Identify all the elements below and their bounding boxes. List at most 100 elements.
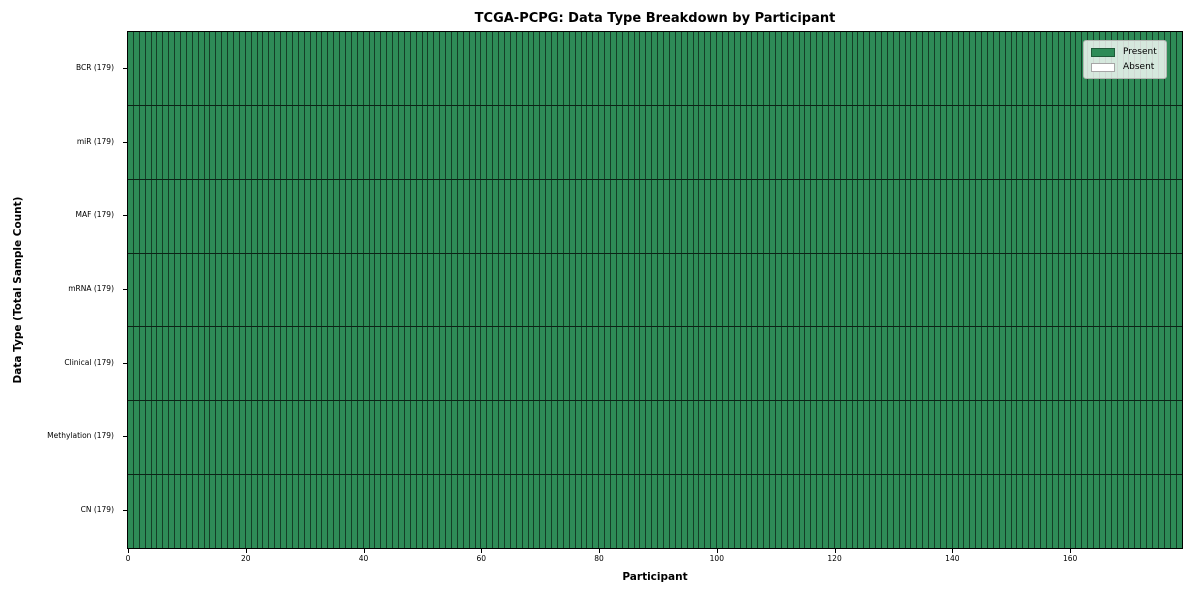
heatmap-cell: [469, 105, 476, 179]
heatmap-cell: [587, 401, 594, 475]
heatmap-cell: [192, 253, 199, 327]
heatmap-cell: [1005, 179, 1012, 253]
heatmap-cell: [828, 179, 835, 253]
y-tick-label: Clinical (179): [64, 357, 114, 367]
heatmap-cell: [917, 105, 924, 179]
heatmap-cell: [263, 475, 270, 549]
heatmap-cell: [363, 327, 370, 401]
heatmap-cell: [499, 253, 505, 327]
heatmap-cell: [204, 475, 211, 549]
heatmap-cell: [234, 401, 240, 475]
heatmap-cell: [752, 253, 759, 327]
heatmap-cell: [522, 105, 529, 179]
heatmap-cell: [522, 179, 529, 253]
heatmap-cell: [770, 179, 776, 253]
heatmap-cell: [893, 475, 900, 549]
heatmap-cell: [640, 105, 647, 179]
heatmap-cell: [852, 253, 859, 327]
heatmap-cell: [669, 327, 676, 401]
heatmap-cell: [204, 401, 211, 475]
heatmap-cell: [746, 253, 753, 327]
heatmap-cell: [204, 105, 211, 179]
heatmap-cell: [675, 105, 682, 179]
heatmap-cell: [475, 401, 482, 475]
heatmap-cell: [1035, 105, 1042, 179]
heatmap-cell: [257, 179, 264, 253]
heatmap-cell: [787, 475, 794, 549]
heatmap-cell: [1117, 253, 1124, 327]
heatmap-cell: [964, 105, 971, 179]
heatmap-cell: [192, 401, 199, 475]
heatmap-cell: [351, 32, 358, 105]
heatmap-cell: [1023, 32, 1030, 105]
heatmap-cell: [198, 105, 205, 179]
heatmap-cell: [398, 179, 405, 253]
y-tick-label: mRNA (179): [68, 284, 114, 293]
heatmap-cell: [805, 105, 812, 179]
heatmap-cell: [917, 401, 924, 475]
heatmap-cell: [823, 327, 829, 401]
heatmap-cell: [752, 105, 759, 179]
heatmap-cell: [1088, 475, 1095, 549]
heatmap-cell: [982, 327, 989, 401]
heatmap-cell: [1170, 179, 1177, 253]
heatmap-cell: [911, 179, 918, 253]
heatmap-cell: [864, 105, 871, 179]
heatmap-cell: [351, 327, 358, 401]
heatmap-cell: [128, 327, 134, 401]
heatmap-cell: [917, 32, 924, 105]
heatmap-cell: [186, 401, 193, 475]
heatmap-cell: [263, 327, 270, 401]
heatmap-cell: [982, 32, 989, 105]
heatmap-cell: [634, 179, 641, 253]
heatmap-cell: [192, 105, 199, 179]
heatmap-cell: [1170, 105, 1177, 179]
heatmap-cell: [387, 105, 394, 179]
heatmap-cell: [546, 253, 553, 327]
heatmap-cell: [1117, 327, 1124, 401]
heatmap-cell: [487, 179, 494, 253]
heatmap-cell: [540, 475, 547, 549]
heatmap-cell: [133, 401, 140, 475]
heatmap-cell: [664, 253, 670, 327]
heatmap-cell: [145, 32, 152, 105]
heatmap-cell: [381, 401, 388, 475]
heatmap-cell: [292, 179, 299, 253]
heatmap-cell: [793, 105, 800, 179]
heatmap-cell: [398, 401, 405, 475]
heatmap-cell: [316, 401, 323, 475]
heatmap-cell: [398, 32, 405, 105]
heatmap-cell: [799, 253, 806, 327]
heatmap-cell: [505, 327, 511, 401]
heatmap-cell: [428, 253, 435, 327]
heatmap-cell: [993, 475, 1000, 549]
heatmap-cell: [717, 327, 723, 401]
heatmap-cell: [210, 253, 217, 327]
heatmap-cell: [935, 401, 941, 475]
heatmap-cell: [1176, 105, 1182, 179]
heatmap-cell: [322, 475, 329, 549]
heatmap-cell: [669, 253, 676, 327]
heatmap-cell: [1070, 327, 1077, 401]
heatmap-cell: [752, 327, 759, 401]
heatmap-cell: [999, 401, 1006, 475]
heatmap-cell: [917, 327, 924, 401]
heatmap-cell: [375, 32, 382, 105]
heatmap-cell: [1135, 327, 1142, 401]
heatmap-cell: [687, 253, 694, 327]
heatmap-cell: [334, 475, 341, 549]
heatmap-cell: [940, 105, 947, 179]
heatmap-cell: [1176, 401, 1182, 475]
heatmap-cell: [287, 327, 293, 401]
heatmap-cell: [770, 401, 776, 475]
heatmap-cell: [758, 179, 765, 253]
heatmap-cell: [239, 253, 246, 327]
heatmap-cell: [446, 105, 452, 179]
heatmap-cell: [946, 253, 953, 327]
heatmap-cell: [852, 327, 859, 401]
heatmap-cell: [722, 179, 729, 253]
heatmap-cell: [946, 401, 953, 475]
heatmap-cell: [575, 475, 582, 549]
heatmap-cell: [1064, 401, 1071, 475]
